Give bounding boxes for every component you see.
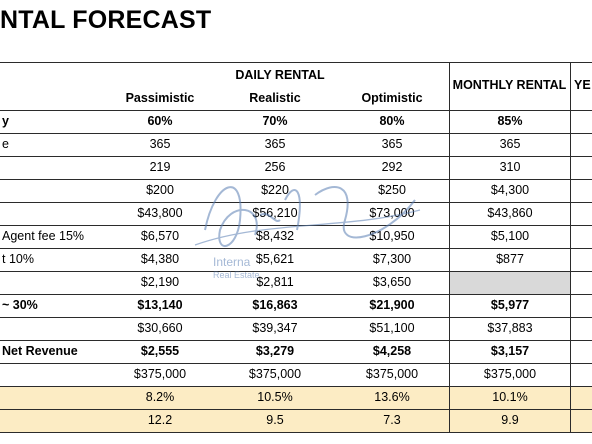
table-cell: 9.5 <box>266 413 284 427</box>
table-cell: 365 <box>499 137 521 151</box>
row-divider <box>0 340 592 341</box>
row-label: e <box>2 137 9 151</box>
row-divider <box>0 363 592 364</box>
page-title: NTAL FORECAST <box>0 6 212 34</box>
table-cell: 13.6% <box>374 390 410 404</box>
row-label: y <box>2 114 9 128</box>
row-label: ~ 30% <box>2 298 38 312</box>
table-cell: 256 <box>264 160 286 174</box>
table-cell: 310 <box>499 160 521 174</box>
row-divider <box>0 133 592 134</box>
table-cell: $39,347 <box>252 321 298 335</box>
table-cell: 8.2% <box>145 390 175 404</box>
table-cell: 7.3 <box>383 413 401 427</box>
table-cell: $2,555 <box>140 344 180 358</box>
row-divider <box>0 156 592 157</box>
row-divider <box>0 179 592 180</box>
table-cell: 80% <box>379 114 405 128</box>
empty-monthly-cell <box>450 272 570 294</box>
row-label: Net Revenue <box>2 344 78 358</box>
column-divider <box>570 62 571 432</box>
table-cell: $6,570 <box>140 229 180 243</box>
table-cell: $43,860 <box>487 206 533 220</box>
table-cell: 9.9 <box>501 413 519 427</box>
table-cell: 365 <box>149 137 171 151</box>
scenario-header-passimistic: Passimistic <box>125 91 195 105</box>
table-cell: 365 <box>264 137 286 151</box>
table-top-border <box>0 62 592 63</box>
table-cell: $4,300 <box>490 183 530 197</box>
table-cell: $375,000 <box>248 367 302 381</box>
table-cell: $220 <box>261 183 289 197</box>
row-divider <box>0 294 592 295</box>
table-cell: $3,279 <box>255 344 295 358</box>
table-cell: $30,660 <box>137 321 183 335</box>
table-cell: 365 <box>381 137 403 151</box>
table-cell: $2,811 <box>256 275 294 289</box>
table-cell: 70% <box>262 114 288 128</box>
table-cell: $375,000 <box>365 367 419 381</box>
row-divider <box>0 386 592 387</box>
table-cell: 219 <box>149 160 171 174</box>
table-cell: $877 <box>496 252 524 266</box>
table-cell: $56,210 <box>252 206 298 220</box>
table-cell: $10,950 <box>369 229 415 243</box>
table-cell: 85% <box>497 114 523 128</box>
table-cell: $375,000 <box>133 367 187 381</box>
table-cell: 292 <box>381 160 403 174</box>
table-cell: 10.5% <box>257 390 293 404</box>
scenario-header-optimistic: Optimistic <box>361 91 423 105</box>
table-cell: $4,258 <box>372 344 412 358</box>
highlight-row <box>0 409 592 432</box>
table-cell: $4,380 <box>140 252 180 266</box>
yearly-header: YE <box>574 78 591 92</box>
row-divider <box>0 248 592 249</box>
table-cell: $13,140 <box>137 298 183 312</box>
table-cell: $51,100 <box>369 321 415 335</box>
table-cell: $375,000 <box>483 367 537 381</box>
daily-rental-header: DAILY RENTAL <box>235 68 325 82</box>
table-cell: $8,432 <box>255 229 295 243</box>
highlight-row <box>0 386 592 409</box>
table-cell: $250 <box>378 183 406 197</box>
scenario-header-realistic: Realistic <box>249 91 301 105</box>
row-divider <box>0 110 592 111</box>
monthly-rental-header: MONTHLY RENTAL <box>452 78 567 92</box>
table-cell: $3,650 <box>372 275 412 289</box>
row-divider <box>0 317 592 318</box>
table-cell: $16,863 <box>252 298 298 312</box>
table-cell: $200 <box>146 183 174 197</box>
table-cell: $5,100 <box>490 229 530 243</box>
table-cell: $7,300 <box>372 252 412 266</box>
table-cell: $43,800 <box>137 206 183 220</box>
table-cell: 12.2 <box>147 413 173 427</box>
row-divider <box>0 271 592 272</box>
table-cell: $37,883 <box>487 321 533 335</box>
row-label: Agent fee 15% <box>2 229 85 243</box>
row-divider <box>0 432 592 433</box>
column-divider <box>449 62 450 432</box>
table-cell: $3,157 <box>490 344 530 358</box>
table-cell: $21,900 <box>369 298 415 312</box>
table-cell: 60% <box>147 114 173 128</box>
table-cell: $73,000 <box>369 206 415 220</box>
table-cell: $5,977 <box>490 298 530 312</box>
row-divider <box>0 409 592 410</box>
row-label: t 10% <box>2 252 34 266</box>
table-cell: $2,190 <box>140 275 180 289</box>
table-cell: 10.1% <box>492 390 528 404</box>
table-cell: $5,621 <box>255 252 295 266</box>
